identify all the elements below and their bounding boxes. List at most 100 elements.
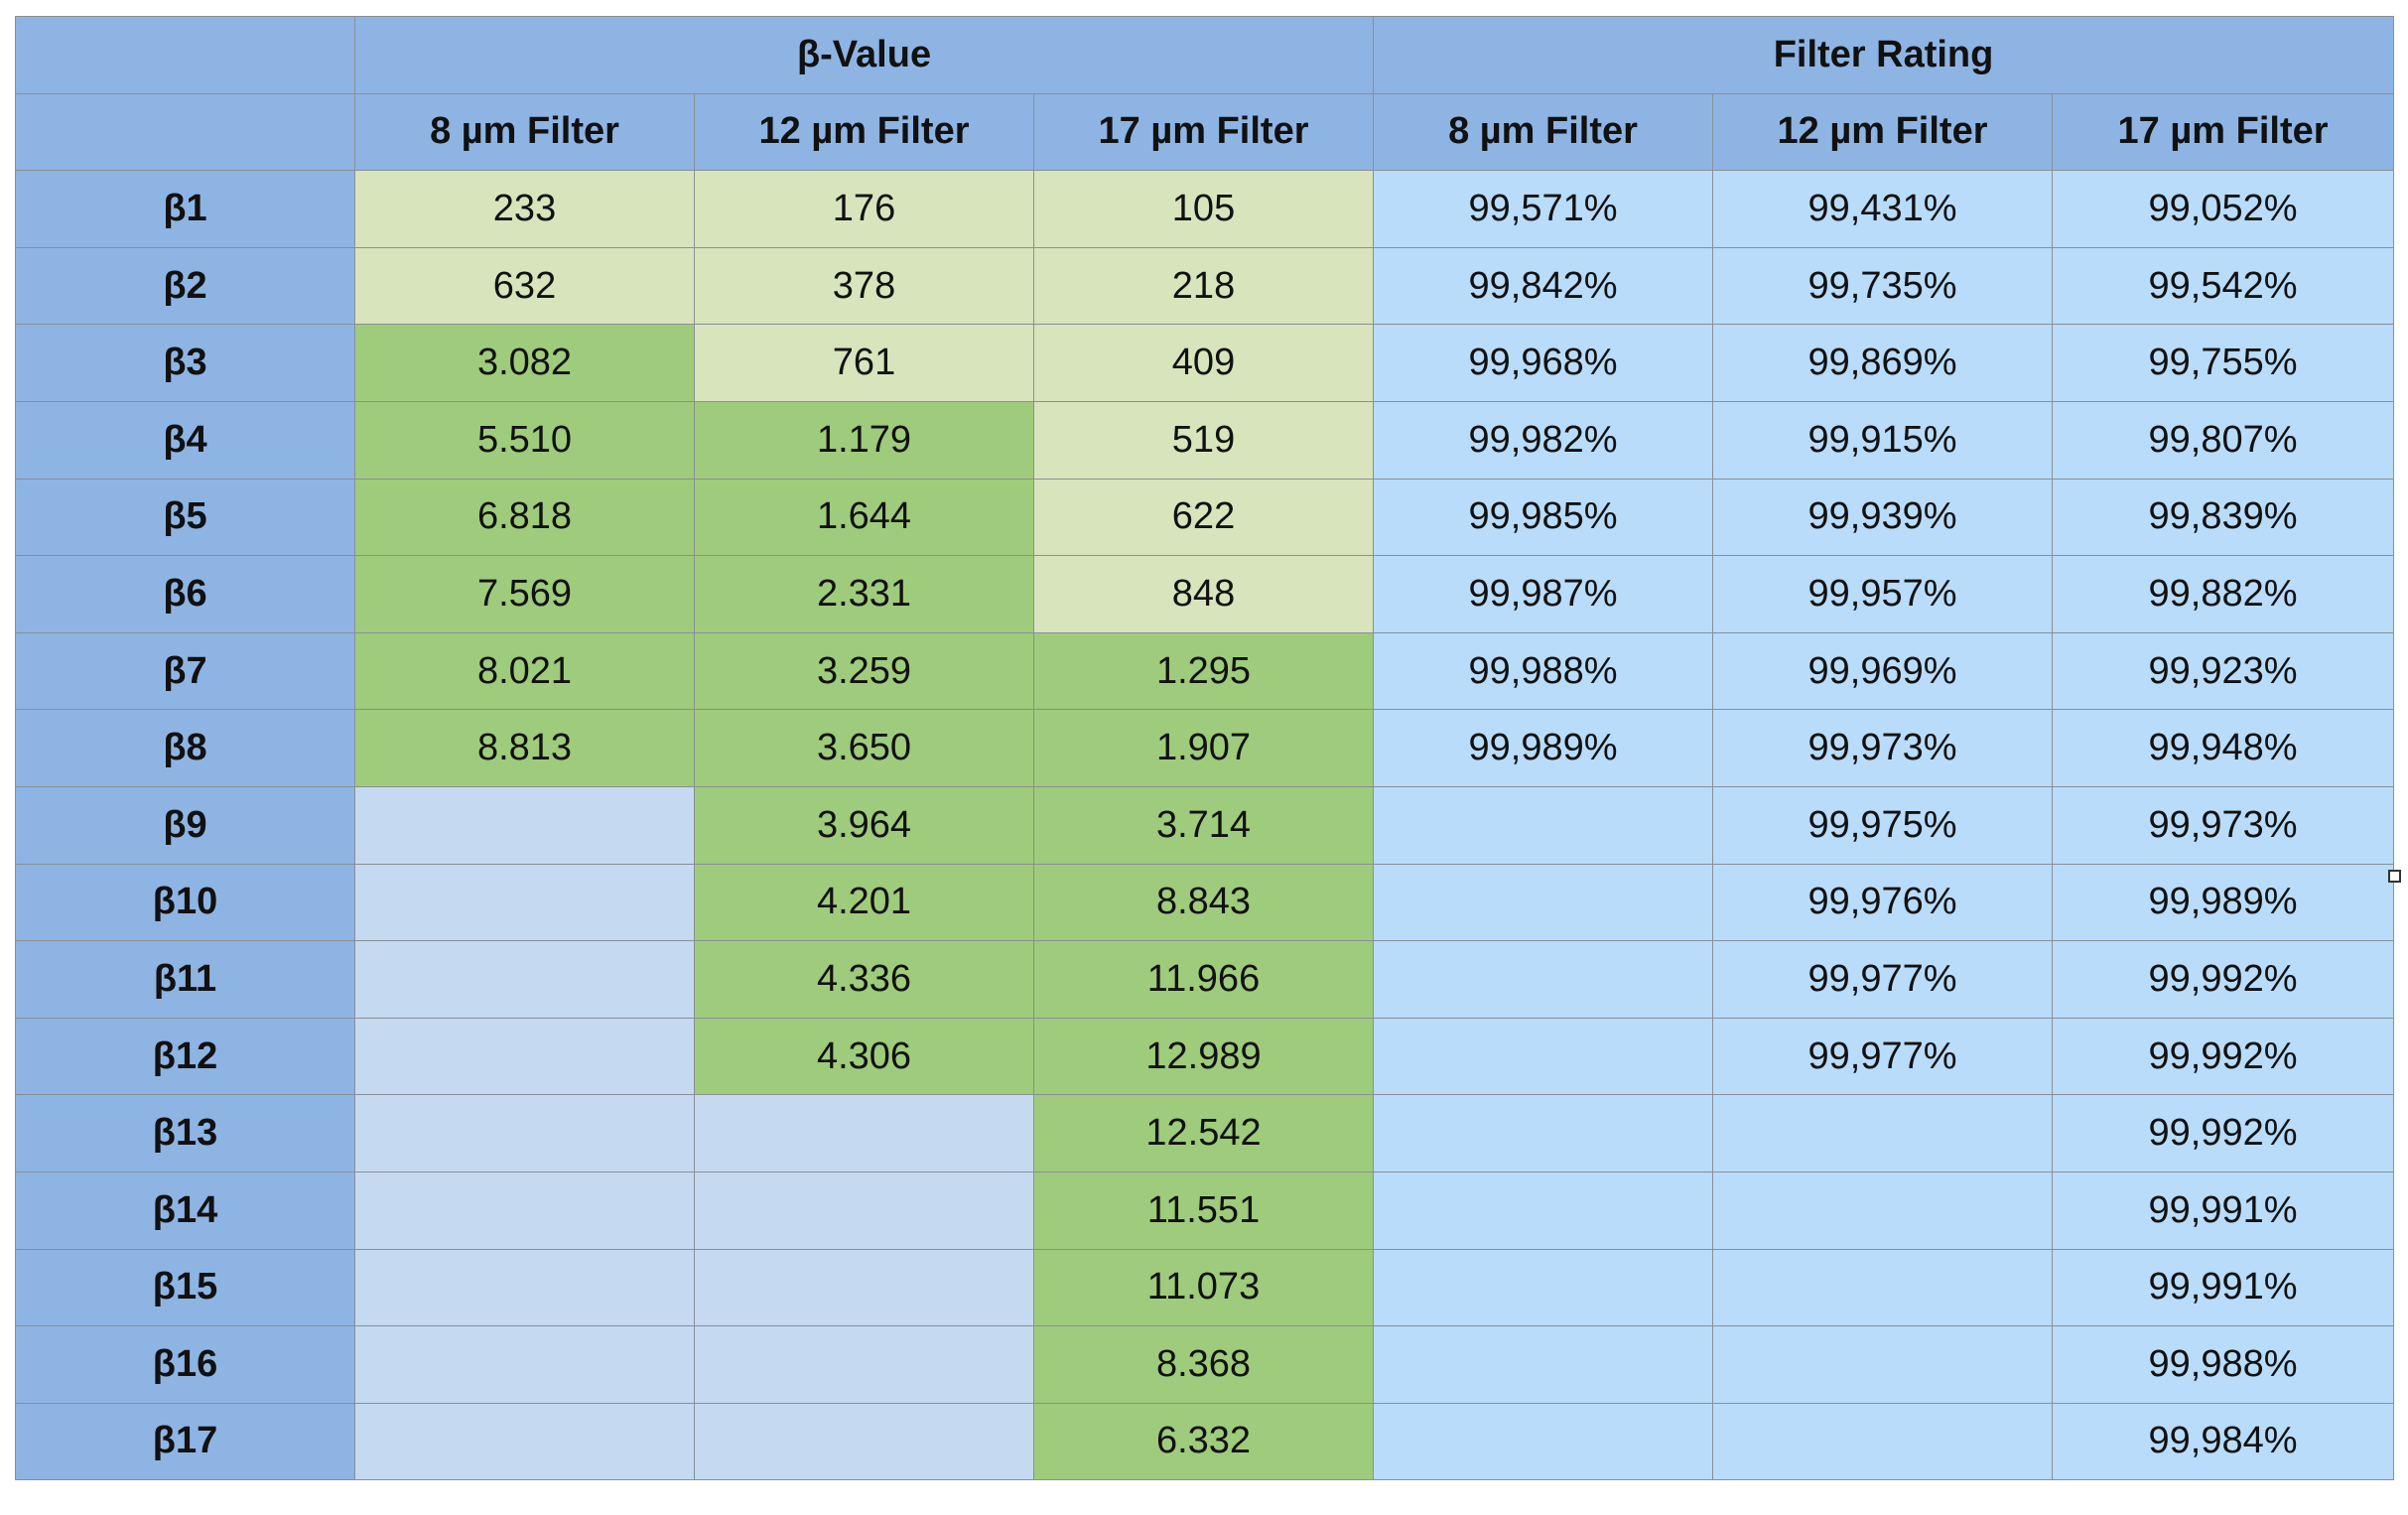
filter-rating-cell[interactable]: 99,842% — [1373, 246, 1714, 326]
filter-rating-cell[interactable] — [1373, 940, 1714, 1019]
row-header-cell[interactable]: β3 — [15, 324, 355, 402]
beta-value-cell[interactable]: 2.331 — [694, 555, 1034, 633]
beta-value-cell[interactable]: 12.989 — [1032, 1017, 1375, 1096]
filter-rating-cell[interactable]: 99,755% — [2052, 324, 2395, 402]
filter-rating-cell[interactable]: 99,915% — [1712, 400, 2054, 480]
filter-rating-cell[interactable]: 99,882% — [2052, 555, 2395, 633]
filter-rating-cell[interactable]: 99,923% — [2052, 631, 2395, 711]
beta-value-cell[interactable]: 3.650 — [694, 709, 1034, 787]
beta-value-cell[interactable] — [694, 1171, 1034, 1250]
row-header-cell[interactable]: β7 — [15, 631, 355, 711]
filter-rating-cell[interactable]: 99,948% — [2052, 709, 2395, 787]
beta-value-cell[interactable]: 3.714 — [1032, 785, 1375, 865]
rating-col-12um-header[interactable]: 12 µm Filter — [1712, 92, 2054, 172]
beta-value-cell[interactable]: 409 — [1032, 324, 1375, 402]
filter-rating-cell[interactable]: 99,869% — [1712, 324, 2054, 402]
beta-value-cell[interactable]: 218 — [1032, 246, 1375, 326]
filter-rating-cell[interactable] — [1712, 1094, 2054, 1172]
filter-rating-cell[interactable]: 99,991% — [2052, 1248, 2395, 1327]
filter-rating-cell[interactable]: 99,992% — [2052, 940, 2395, 1019]
beta-value-cell[interactable] — [694, 1248, 1034, 1327]
filter-rating-cell[interactable]: 99,542% — [2052, 246, 2395, 326]
filter-rating-cell[interactable]: 99,975% — [1712, 785, 2054, 865]
filter-rating-cell[interactable]: 99,052% — [2052, 170, 2395, 248]
beta-value-cell[interactable]: 632 — [354, 246, 695, 326]
row-header-cell[interactable]: β14 — [15, 1171, 355, 1250]
filter-rating-cell[interactable]: 99,987% — [1373, 555, 1714, 633]
filter-rating-cell[interactable]: 99,957% — [1712, 555, 2054, 633]
filter-rating-cell[interactable]: 99,989% — [2052, 863, 2395, 942]
beta-value-cell[interactable] — [354, 1402, 695, 1481]
beta-value-cell[interactable]: 12.542 — [1032, 1094, 1375, 1172]
beta-value-cell[interactable]: 4.336 — [694, 940, 1034, 1019]
filter-rating-cell[interactable] — [1712, 1171, 2054, 1250]
filter-rating-cell[interactable]: 99,571% — [1373, 170, 1714, 248]
filter-rating-cell[interactable]: 99,992% — [2052, 1017, 2395, 1096]
filter-rating-cell[interactable]: 99,735% — [1712, 246, 2054, 326]
filter-rating-cell[interactable] — [1373, 863, 1714, 942]
beta-value-cell[interactable]: 378 — [694, 246, 1034, 326]
filter-rating-cell[interactable]: 99,988% — [1373, 631, 1714, 711]
corner-cell[interactable] — [15, 92, 355, 172]
row-header-cell[interactable]: β2 — [15, 246, 355, 326]
beta-value-cell[interactable]: 7.569 — [354, 555, 695, 633]
row-header-cell[interactable]: β9 — [15, 785, 355, 865]
selection-resize-handle[interactable] — [2388, 870, 2401, 883]
beta-value-cell[interactable]: 105 — [1032, 170, 1375, 248]
corner-cell[interactable] — [15, 16, 355, 94]
filter-rating-cell[interactable]: 99,991% — [2052, 1171, 2395, 1250]
filter-rating-cell[interactable]: 99,977% — [1712, 940, 2054, 1019]
filter-rating-cell[interactable] — [1712, 1402, 2054, 1481]
beta-value-cell[interactable]: 4.306 — [694, 1017, 1034, 1096]
filter-rating-cell[interactable] — [1373, 1248, 1714, 1327]
row-header-cell[interactable]: β1 — [15, 170, 355, 248]
filter-rating-cell[interactable] — [1373, 1094, 1714, 1172]
beta-value-cell[interactable]: 8.813 — [354, 709, 695, 787]
filter-rating-cell[interactable]: 99,839% — [2052, 478, 2395, 557]
beta-value-cell[interactable]: 848 — [1032, 555, 1375, 633]
beta-value-cell[interactable] — [354, 1017, 695, 1096]
filter-rating-cell[interactable]: 99,969% — [1712, 631, 2054, 711]
beta-value-cell[interactable]: 6.818 — [354, 478, 695, 557]
beta-value-cell[interactable] — [354, 1248, 695, 1327]
beta-col-8um-header[interactable]: 8 µm Filter — [354, 92, 695, 172]
row-header-cell[interactable]: β5 — [15, 478, 355, 557]
beta-value-cell[interactable] — [354, 1325, 695, 1404]
beta-value-cell[interactable]: 11.966 — [1032, 940, 1375, 1019]
beta-col-17um-header[interactable]: 17 µm Filter — [1032, 92, 1375, 172]
row-header-cell[interactable]: β17 — [15, 1402, 355, 1481]
beta-value-cell[interactable] — [694, 1402, 1034, 1481]
beta-value-cell[interactable]: 1.179 — [694, 400, 1034, 480]
beta-value-cell[interactable]: 176 — [694, 170, 1034, 248]
beta-value-cell[interactable]: 3.259 — [694, 631, 1034, 711]
filter-rating-cell[interactable] — [1373, 1171, 1714, 1250]
beta-value-cell[interactable] — [354, 1094, 695, 1172]
beta-value-cell[interactable]: 4.201 — [694, 863, 1034, 942]
filter-rating-cell[interactable] — [1712, 1248, 2054, 1327]
beta-value-cell[interactable]: 6.332 — [1032, 1402, 1375, 1481]
beta-value-cell[interactable]: 233 — [354, 170, 695, 248]
filter-rating-cell[interactable]: 99,984% — [2052, 1402, 2395, 1481]
filter-rating-cell[interactable] — [1373, 1325, 1714, 1404]
filter-rating-cell[interactable]: 99,985% — [1373, 478, 1714, 557]
row-header-cell[interactable]: β6 — [15, 555, 355, 633]
filter-rating-cell[interactable]: 99,988% — [2052, 1325, 2395, 1404]
filter-rating-cell[interactable]: 99,973% — [2052, 785, 2395, 865]
filter-rating-cell[interactable]: 99,973% — [1712, 709, 2054, 787]
row-header-cell[interactable]: β10 — [15, 863, 355, 942]
filter-rating-cell[interactable] — [1373, 1017, 1714, 1096]
filter-rating-cell[interactable]: 99,807% — [2052, 400, 2395, 480]
filter-rating-cell[interactable]: 99,977% — [1712, 1017, 2054, 1096]
beta-value-cell[interactable] — [354, 785, 695, 865]
beta-value-cell[interactable]: 622 — [1032, 478, 1375, 557]
beta-value-cell[interactable]: 11.073 — [1032, 1248, 1375, 1327]
beta-value-cell[interactable]: 1.295 — [1032, 631, 1375, 711]
beta-value-group-header[interactable]: β-Value — [353, 16, 1375, 94]
beta-value-cell[interactable] — [354, 863, 695, 942]
filter-rating-cell[interactable]: 99,982% — [1373, 400, 1714, 480]
beta-value-cell[interactable]: 761 — [694, 324, 1034, 402]
row-header-cell[interactable]: β8 — [15, 709, 355, 787]
filter-rating-cell[interactable]: 99,989% — [1373, 709, 1714, 787]
beta-value-cell[interactable]: 519 — [1032, 400, 1375, 480]
beta-value-cell[interactable]: 8.368 — [1032, 1325, 1375, 1404]
